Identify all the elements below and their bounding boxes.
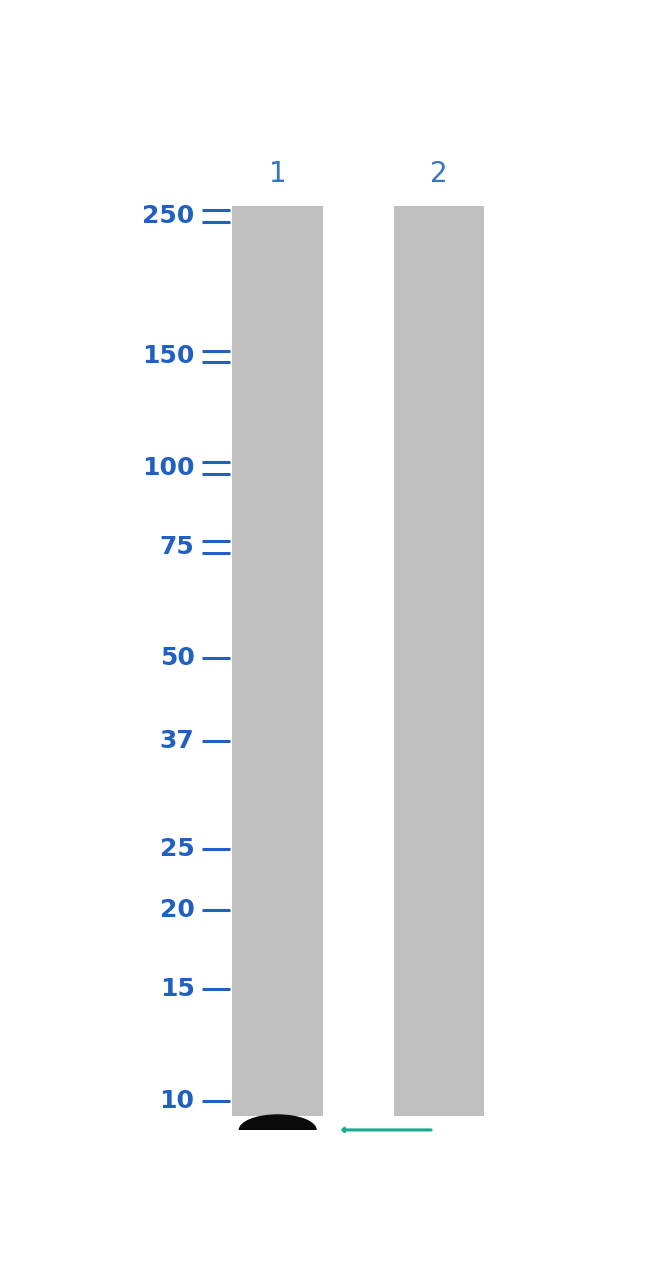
Text: 50: 50 [160,646,194,671]
Ellipse shape [248,1143,292,1165]
Bar [393,206,484,1115]
Text: 2: 2 [430,160,448,188]
Text: 1: 1 [269,160,287,188]
Bar [233,206,323,1115]
Text: 37: 37 [160,729,194,753]
Text: 25: 25 [160,837,194,861]
Text: 100: 100 [142,456,194,480]
Ellipse shape [239,1114,317,1146]
Text: 20: 20 [160,898,194,922]
Text: 150: 150 [142,344,194,368]
Text: 250: 250 [142,204,194,227]
Text: 10: 10 [160,1088,194,1113]
Text: 15: 15 [160,978,194,1002]
Text: 75: 75 [160,535,194,559]
